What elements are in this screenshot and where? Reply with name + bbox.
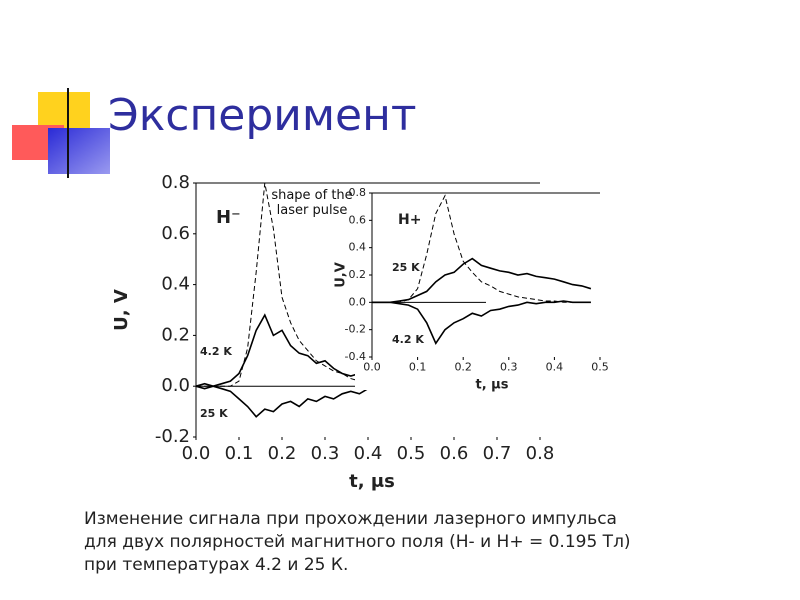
y-tick-label: 0.8 [161, 172, 190, 193]
annotation: H⁻ [216, 207, 241, 228]
series-line [372, 194, 591, 303]
y-tick-label: 0.0 [161, 375, 190, 396]
series-label: 25 K [392, 261, 420, 274]
x-tick-label: 0.5 [397, 443, 426, 464]
y-axis-label: U, V [111, 289, 132, 331]
x-tick-label: 0.0 [363, 360, 381, 373]
x-tick-label: 0.6 [440, 443, 469, 464]
series-label: 4.2 K [200, 345, 232, 358]
series-label: 4.2 K [392, 333, 424, 346]
y-tick-label: -0.2 [155, 426, 190, 447]
y-tick-label: 0.2 [161, 324, 190, 345]
x-tick-label: 0.4 [546, 360, 564, 373]
x-tick-label: 0.1 [225, 443, 254, 464]
x-tick-label: 0.1 [409, 360, 427, 373]
x-axis-label: t, μs [476, 378, 509, 393]
x-tick-label: 0.4 [354, 443, 383, 464]
x-tick-label: 0.3 [311, 443, 340, 464]
x-tick-label: 0.2 [454, 360, 472, 373]
caption-line: Изменение сигнала при прохождении лазерн… [84, 509, 617, 529]
x-tick-label: 0.3 [500, 360, 518, 373]
y-tick-label: 0.4 [349, 241, 367, 254]
caption: Изменение сигнала при прохождении лазерн… [84, 508, 631, 577]
y-tick-label: -0.4 [345, 350, 366, 363]
caption-line: для двух полярностей магнитного поля (Н-… [84, 532, 631, 552]
y-axis-label: U,V [334, 262, 349, 288]
deco-blue [48, 128, 110, 174]
series-label: shape of the laser pulse [271, 188, 353, 218]
series-line [195, 382, 395, 418]
x-tick-label: 0.8 [526, 443, 555, 464]
annotation: H+ [398, 212, 421, 228]
slide-title: Эксперимент [108, 90, 417, 141]
x-tick-label: 0.0 [182, 443, 211, 464]
series-label: 25 K [200, 407, 228, 420]
caption-line: при температурах 4.2 и 25 К. [84, 555, 349, 575]
y-tick-label: 0.4 [161, 274, 190, 295]
x-tick-label: 0.7 [483, 443, 512, 464]
inset-background [355, 185, 610, 390]
y-tick-label: 0.6 [161, 223, 190, 244]
y-tick-label: 0.0 [349, 295, 367, 308]
x-axis-label: t, μs [349, 471, 395, 492]
series-line [372, 300, 591, 345]
y-tick-label: -0.2 [345, 323, 366, 336]
y-tick-label: 0.2 [349, 268, 367, 281]
y-tick-label: 0.8 [349, 186, 367, 199]
x-tick-label: 0.2 [268, 443, 297, 464]
x-tick-label: 0.5 [591, 360, 609, 373]
y-tick-label: 0.6 [349, 213, 367, 226]
